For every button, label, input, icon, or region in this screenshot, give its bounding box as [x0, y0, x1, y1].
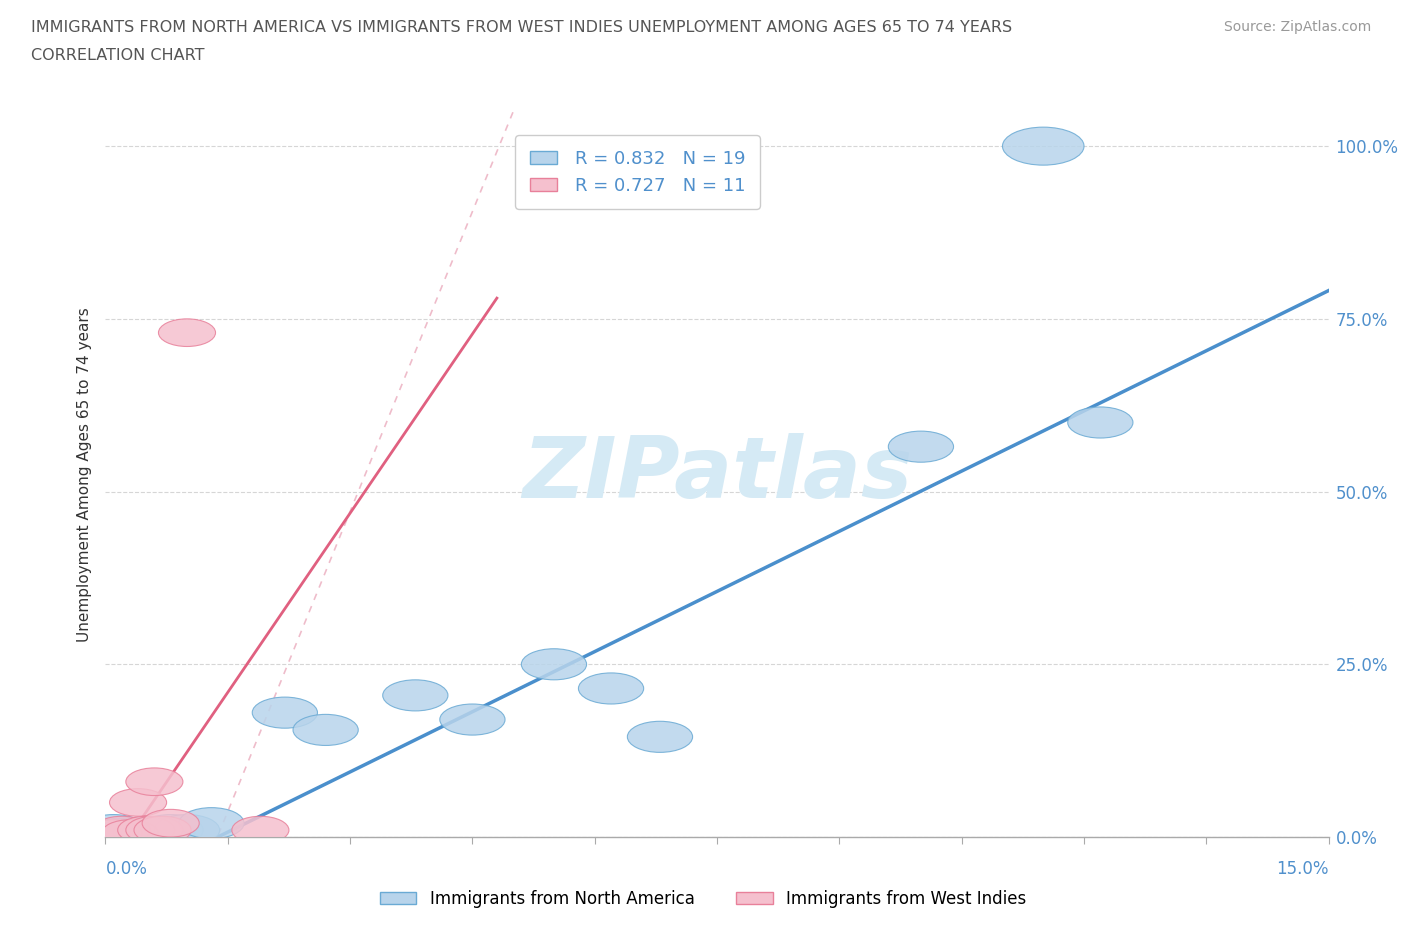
Y-axis label: Unemployment Among Ages 65 to 74 years: Unemployment Among Ages 65 to 74 years: [76, 307, 91, 642]
Ellipse shape: [578, 673, 644, 704]
Text: IMMIGRANTS FROM NORTH AMERICA VS IMMIGRANTS FROM WEST INDIES UNEMPLOYMENT AMONG : IMMIGRANTS FROM NORTH AMERICA VS IMMIGRA…: [31, 20, 1012, 35]
Ellipse shape: [129, 818, 195, 849]
Legend: R = 0.832   N = 19, R = 0.727   N = 11: R = 0.832 N = 19, R = 0.727 N = 11: [515, 135, 759, 209]
Ellipse shape: [134, 817, 191, 844]
Text: 15.0%: 15.0%: [1277, 860, 1329, 878]
Ellipse shape: [122, 818, 187, 849]
Ellipse shape: [889, 432, 953, 462]
Ellipse shape: [292, 714, 359, 746]
Ellipse shape: [522, 649, 586, 680]
Ellipse shape: [382, 680, 449, 711]
Ellipse shape: [232, 817, 290, 844]
Ellipse shape: [89, 818, 155, 849]
Ellipse shape: [101, 819, 159, 847]
Ellipse shape: [97, 818, 163, 849]
Ellipse shape: [86, 819, 142, 847]
Ellipse shape: [118, 817, 174, 844]
Ellipse shape: [252, 698, 318, 728]
Ellipse shape: [1067, 407, 1133, 438]
Ellipse shape: [110, 789, 167, 817]
Ellipse shape: [105, 818, 170, 849]
Ellipse shape: [127, 768, 183, 795]
Ellipse shape: [114, 818, 179, 849]
Ellipse shape: [1002, 127, 1084, 166]
Text: Source: ZipAtlas.com: Source: ZipAtlas.com: [1223, 20, 1371, 34]
Text: 0.0%: 0.0%: [105, 860, 148, 878]
Text: ZIPatlas: ZIPatlas: [522, 432, 912, 516]
Legend: Immigrants from North America, Immigrants from West Indies: Immigrants from North America, Immigrant…: [373, 883, 1033, 914]
Ellipse shape: [179, 807, 245, 839]
Ellipse shape: [93, 817, 150, 844]
Ellipse shape: [159, 319, 215, 347]
Ellipse shape: [155, 815, 219, 845]
Ellipse shape: [82, 815, 146, 845]
Ellipse shape: [440, 704, 505, 735]
Ellipse shape: [142, 809, 200, 837]
Text: CORRELATION CHART: CORRELATION CHART: [31, 48, 204, 63]
Ellipse shape: [138, 815, 204, 845]
Ellipse shape: [127, 817, 183, 844]
Ellipse shape: [627, 722, 693, 752]
